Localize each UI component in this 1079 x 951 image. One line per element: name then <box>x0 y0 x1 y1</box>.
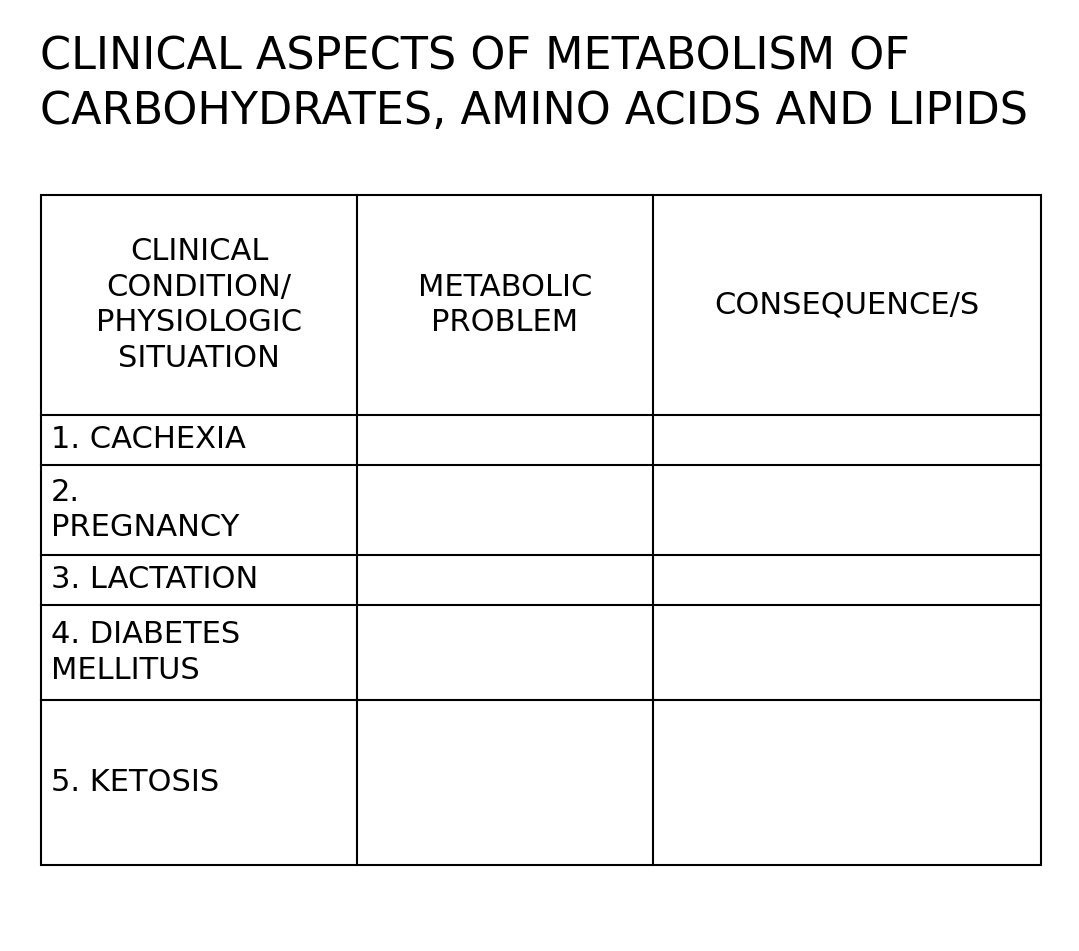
Text: CONSEQUENCE/S: CONSEQUENCE/S <box>714 290 980 320</box>
Text: CLINICAL ASPECTS OF METABOLISM OF
CARBOHYDRATES, AMINO ACIDS AND LIPIDS: CLINICAL ASPECTS OF METABOLISM OF CARBOH… <box>40 35 1028 133</box>
Text: 4. DIABETES
MELLITUS: 4. DIABETES MELLITUS <box>51 620 241 685</box>
Text: 5. KETOSIS: 5. KETOSIS <box>51 768 219 797</box>
Text: 2.
PREGNANCY: 2. PREGNANCY <box>51 477 240 542</box>
Text: 1. CACHEXIA: 1. CACHEXIA <box>51 425 246 455</box>
Text: CLINICAL
CONDITION/
PHYSIOLOGIC
SITUATION: CLINICAL CONDITION/ PHYSIOLOGIC SITUATIO… <box>96 237 302 374</box>
Text: METABOLIC
PROBLEM: METABOLIC PROBLEM <box>418 273 592 338</box>
Text: 3. LACTATION: 3. LACTATION <box>51 566 258 594</box>
Bar <box>41 195 1041 865</box>
